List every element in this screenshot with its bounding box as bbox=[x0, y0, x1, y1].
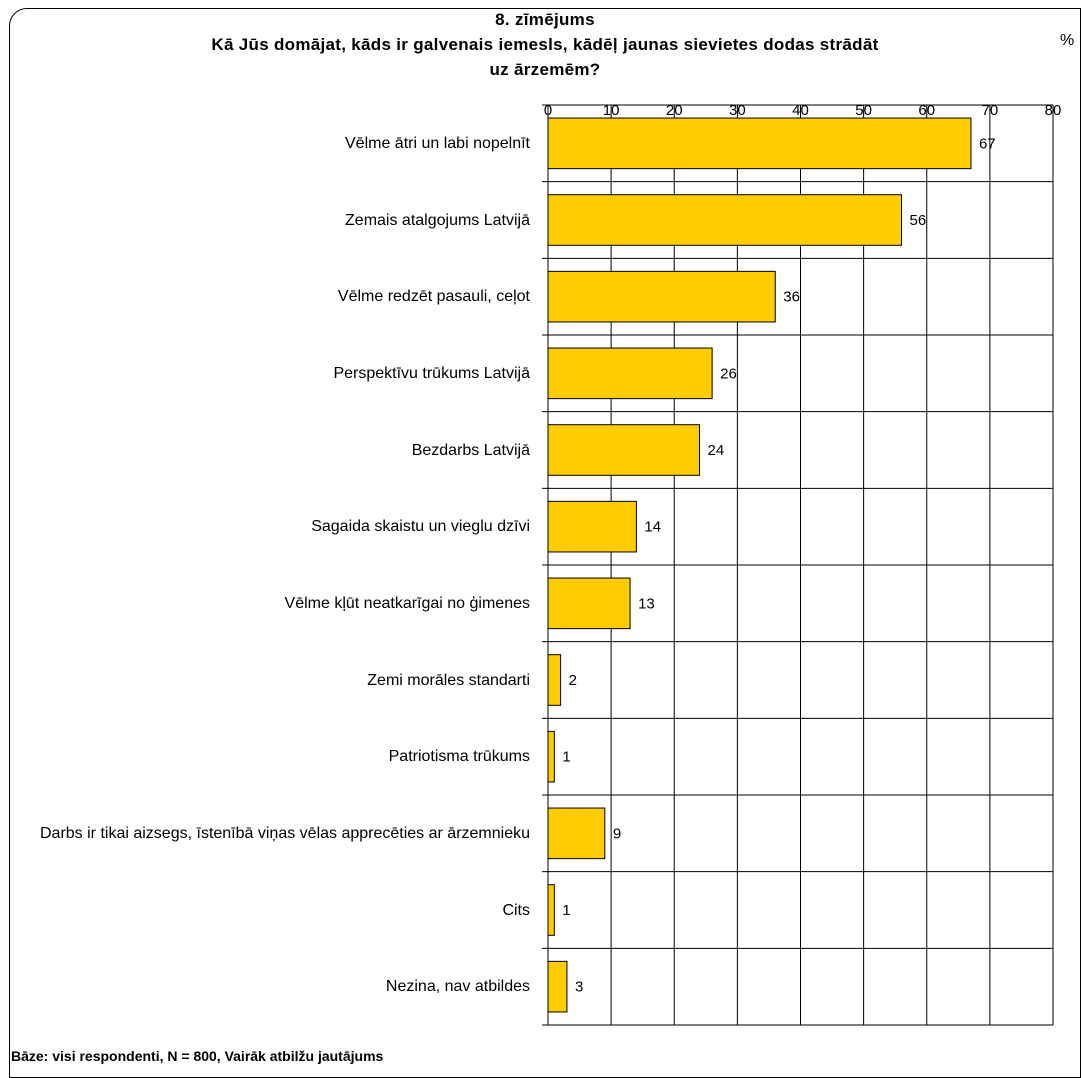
x-tick-label: 10 bbox=[603, 102, 620, 119]
category-label: Bezdarbs Latvijā bbox=[411, 441, 530, 459]
bar bbox=[547, 884, 555, 936]
chart-title-line-3: uz ārzemēm? bbox=[489, 60, 601, 79]
unit-label: % bbox=[1060, 32, 1075, 49]
x-tick-label: 20 bbox=[666, 102, 683, 119]
data-label: 24 bbox=[708, 442, 725, 459]
data-label: 26 bbox=[720, 365, 737, 382]
category-label: Darbs ir tikai aizsegs, īstenībā viņas v… bbox=[40, 824, 530, 842]
bar bbox=[547, 117, 972, 170]
bar bbox=[547, 807, 606, 860]
x-tick-label: 80 bbox=[1045, 102, 1062, 119]
x-tick-label: 70 bbox=[982, 102, 999, 119]
bar bbox=[547, 654, 562, 706]
x-tick-label: 30 bbox=[729, 102, 746, 119]
data-label: 1 bbox=[562, 749, 570, 766]
footnote: Bāze: visi respondenti, N = 800, Vairāk … bbox=[11, 1048, 384, 1064]
chart-title-line-1: 8. zīmējums bbox=[495, 10, 595, 29]
category-label: Zemi morāles standarti bbox=[367, 671, 530, 689]
data-label: 13 bbox=[638, 595, 655, 612]
bar bbox=[547, 270, 776, 323]
category-label: Vēlme redzēt pasauli, ceļot bbox=[337, 288, 530, 306]
category-label: Sagaida skaistu un vieglu dzīvi bbox=[311, 518, 530, 536]
data-label: 14 bbox=[644, 519, 661, 536]
bar bbox=[547, 424, 700, 476]
data-label: 2 bbox=[569, 672, 577, 689]
bar bbox=[547, 500, 637, 553]
bar bbox=[547, 730, 555, 783]
data-label: 1 bbox=[562, 902, 570, 919]
category-label: Vēlme kļūt neatkarīgai no ģimenes bbox=[284, 594, 530, 612]
category-label: Zemais atalgojums Latvijā bbox=[345, 211, 530, 229]
data-label: 3 bbox=[575, 979, 583, 996]
bar bbox=[547, 347, 713, 400]
x-tick-label: 0 bbox=[544, 102, 552, 119]
data-label: 67 bbox=[979, 135, 996, 152]
data-label: 9 bbox=[613, 825, 621, 842]
bar bbox=[547, 194, 902, 246]
data-label: 56 bbox=[910, 212, 927, 229]
category-label: Nezina, nav atbildes bbox=[385, 978, 530, 996]
category-label: Vēlme ātri un labi nopelnīt bbox=[345, 134, 530, 152]
category-label: Cits bbox=[502, 901, 530, 919]
x-tick-label: 40 bbox=[792, 102, 809, 119]
data-label: 36 bbox=[783, 289, 800, 306]
category-label: Patriotisma trūkums bbox=[388, 748, 530, 766]
x-tick-label: 50 bbox=[855, 102, 872, 119]
chart-title-line-2: Kā Jūs domājat, kāds ir galvenais iemesl… bbox=[211, 35, 879, 54]
x-tick-label: 60 bbox=[918, 102, 935, 119]
category-label: Perspektīvu trūkums Latvijā bbox=[333, 364, 530, 382]
bar bbox=[547, 577, 631, 630]
bar bbox=[547, 960, 568, 1013]
